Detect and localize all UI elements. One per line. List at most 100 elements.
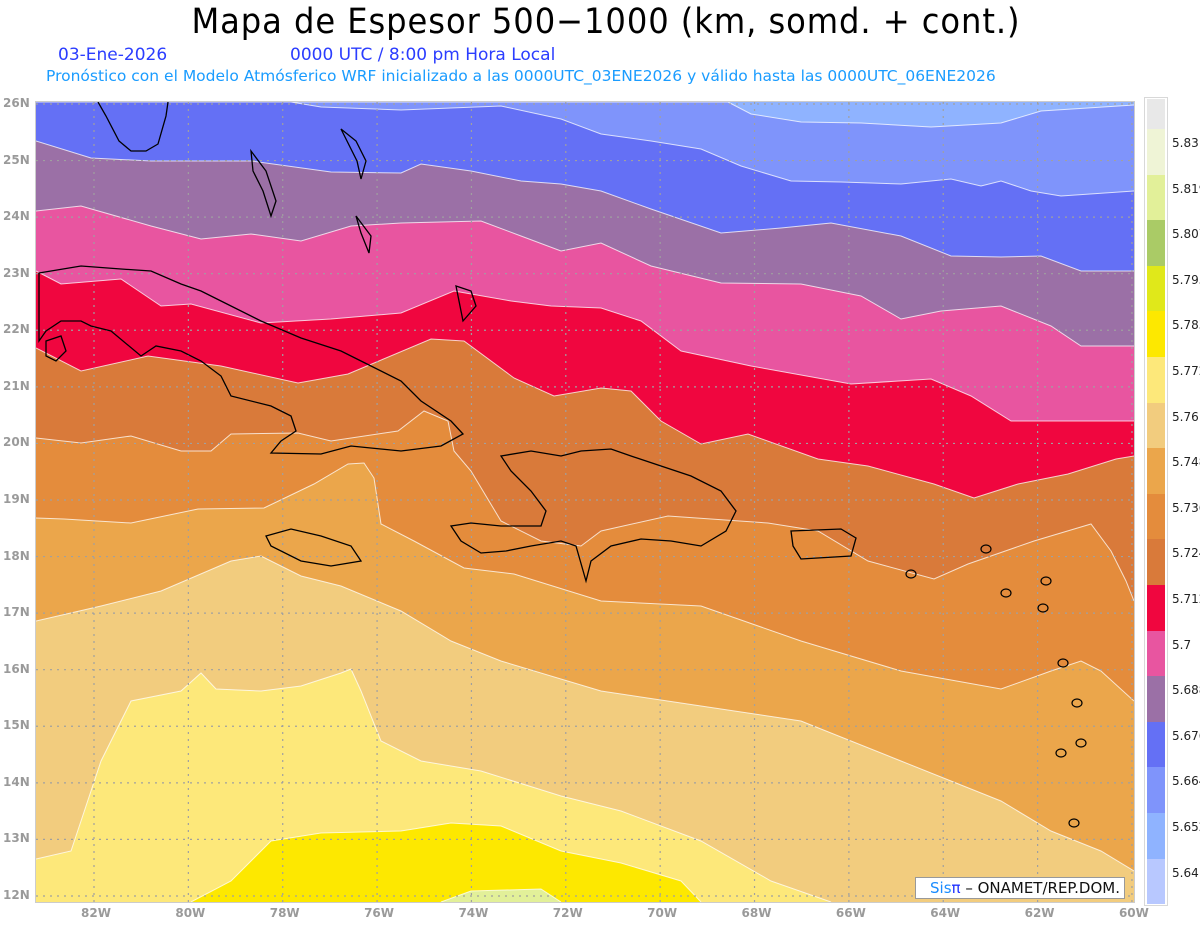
contour-line [36,555,1134,872]
coastline-andros [250,148,277,219]
lon-tick-label: 78W [269,906,300,920]
legend-swatch [1147,311,1165,357]
lat-tick-label: 12N [3,887,30,902]
legend-swatch [1147,721,1165,768]
island-outline [905,569,917,579]
forecast-description: Pronóstico con el Modelo Atmósferico WRF… [46,67,996,85]
contour-line [36,270,1134,422]
island-outline [1071,698,1083,708]
legend-label: 5.7 [1172,637,1192,652]
lat-tick-label: 24N [3,209,30,224]
legend-swatch [1147,493,1165,540]
legend-swatch [1147,402,1165,449]
contour-line [36,410,1134,602]
legend-swatch [1147,99,1165,129]
island-outline [1055,748,1067,758]
credit-box: Sisπ – ONAMET/REP.DOM. [915,877,1125,899]
legend-label: 5.64 [1172,865,1199,880]
legend-label: 5.712 [1172,592,1200,606]
lat-tick-label: 23N [3,265,30,280]
lon-tick-label: 66W [835,906,866,920]
coastline-hispaniola [449,448,737,584]
legend-label: 5.783 [1172,318,1200,333]
island-outline [980,544,992,554]
thickness-map [35,101,1135,903]
legend-label: 5.76 [1172,409,1199,424]
credit-org: – ONAMET/REP.DOM. [965,879,1120,897]
legend-label: 5.664 [1172,774,1200,789]
forecast-time: 0000 UTC / 8:00 pm Hora Local [290,45,556,65]
island-outline [1037,603,1049,613]
lon-tick-label: 70W [647,906,678,920]
legend-label: 5.688 [1172,683,1200,698]
thickness-bands [36,102,1134,902]
band-5.807 [441,889,561,902]
coastline-long-island [355,215,372,254]
lat-tick-label: 13N [3,831,30,846]
lon-tick-label: 72W [552,906,583,920]
legend-label: 5.676 [1172,728,1200,743]
lon-tick-label: 80W [175,906,206,920]
color-legend [1144,97,1168,907]
contour-line [36,668,832,902]
contour-line [36,102,1134,128]
coastline-eleuthera [340,128,367,180]
contour-line [36,338,1134,499]
legend-swatch [1147,676,1165,722]
island-outline [1075,738,1087,748]
lat-lon-grid [36,102,1134,902]
band-5.772 [191,823,701,902]
lat-tick-label: 14N [3,774,30,789]
legend-swatch [1147,858,1165,905]
credit-pi-logo: π [951,879,961,897]
legend-label: 5.831 [1172,136,1200,150]
legend-swatch [1147,630,1165,677]
legend-label: 5.819 [1172,181,1200,196]
coastlines [38,102,1087,828]
legend-swatch [1147,265,1165,312]
legend-swatch [1147,129,1165,175]
lon-tick-label: 62W [1024,906,1055,920]
lat-tick-label: 22N [3,322,30,337]
legend-swatch [1147,767,1165,813]
legend-label: 5.736 [1172,500,1200,515]
legend-swatch [1147,448,1165,494]
lat-tick-label: 19N [3,491,30,506]
contour-line [36,462,1134,702]
lon-tick-label: 68W [741,906,772,920]
lat-tick-label: 26N [3,96,30,110]
coastline-puerto-rico [790,528,857,560]
contour-line [36,205,1134,347]
legend-swatch [1147,174,1165,221]
lat-tick-label: 15N [3,718,30,733]
lat-tick-label: 17N [3,605,30,620]
legend-label: 5.652 [1172,820,1200,834]
coastline-jamaica [265,528,363,567]
island-outline [1057,658,1069,668]
coastline-great-inagua [455,285,477,323]
lat-tick-label: 20N [3,435,30,450]
lon-tick-label: 76W [364,906,395,920]
lon-tick-label: 60W [1118,906,1149,920]
legend-swatch [1147,539,1165,585]
lat-tick-label: 25N [3,152,30,167]
legend-label: 5.807 [1172,227,1200,242]
map-title: Mapa de Espesor 500−1000 (km, somd. + co… [191,2,1021,42]
legend-label: 5.772 [1172,364,1200,378]
coastline-florida [97,102,169,152]
band-5.76 [36,669,831,902]
legend-swatch [1147,812,1165,859]
lon-tick-label: 64W [930,906,961,920]
island-outline [1040,576,1052,586]
contour-line [36,102,1134,197]
coastline-isla-juventud [45,335,67,362]
island-outline [1000,588,1012,598]
legend-swatch [1147,220,1165,266]
lon-tick-label: 74W [458,906,489,920]
legend-swatch [1147,584,1165,631]
contour-line [190,822,702,902]
lat-tick-label: 18N [3,548,30,563]
legend-label: 5.795 [1172,272,1200,287]
lat-tick-label: 16N [3,661,30,676]
island-outline [1068,818,1080,828]
